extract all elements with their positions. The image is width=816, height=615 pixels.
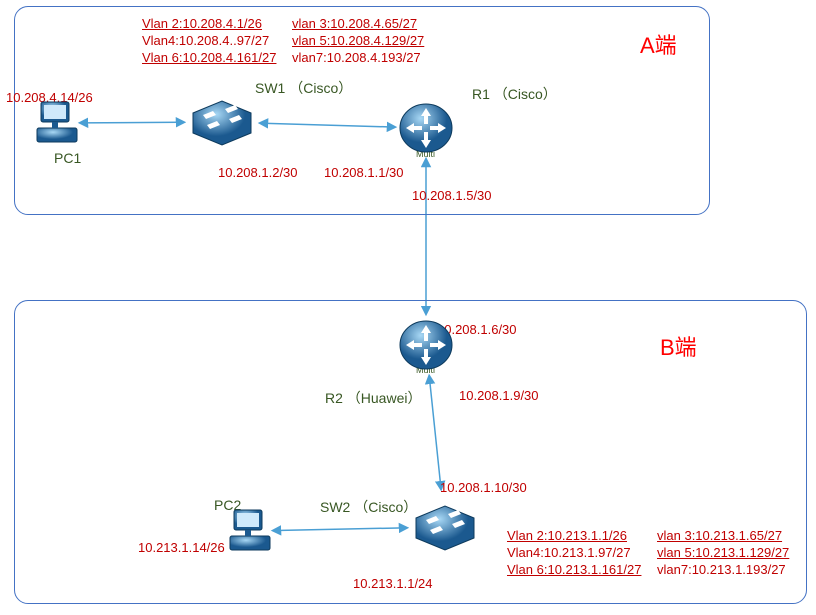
- vlan-a-2: Vlan4:10.208.4..97/27: [142, 33, 269, 48]
- vlan-a-3: vlan 5:10.208.4.129/27: [292, 33, 424, 48]
- label-5: 10.208.1.1/30: [324, 165, 404, 180]
- pc2-icon: [228, 508, 272, 559]
- label-1: PC1: [54, 150, 81, 166]
- vlan-a-1: vlan 3:10.208.4.65/27: [292, 16, 417, 31]
- vlan-a-0: Vlan 2:10.208.4.1/26: [142, 16, 262, 31]
- label-9: 10.208.1.9/30: [459, 388, 539, 403]
- vlan-a-4: Vlan 6:10.208.4.161/27: [142, 50, 276, 65]
- label-13: 10.213.1.14/26: [138, 540, 225, 555]
- vlan-b-3: vlan 5:10.213.1.129/27: [657, 545, 789, 560]
- sw2-icon: [408, 500, 482, 559]
- vlan-b-1: vlan 3:10.213.1.65/27: [657, 528, 782, 543]
- vlan-b-4: Vlan 6:10.213.1.161/27: [507, 562, 641, 577]
- label-2: SW1 （Cisco）: [255, 78, 352, 98]
- vlan-b-0: Vlan 2:10.213.1.1/26: [507, 528, 627, 543]
- label-3: R1 （Cisco）: [472, 84, 557, 104]
- label-10: 10.208.1.10/30: [440, 480, 527, 495]
- r2-icon: [396, 315, 456, 380]
- label-4: 10.208.1.2/30: [218, 165, 298, 180]
- r1-icon: [396, 98, 456, 163]
- label-8: R2 （Huawei）: [325, 388, 421, 408]
- site-b-box-title: B端: [660, 330, 697, 362]
- vlan-b-5: vlan7:10.213.1.193/27: [657, 562, 786, 577]
- vlan-a-5: vlan7:10.208.4.193/27: [292, 50, 421, 65]
- pc1-icon: [35, 100, 79, 151]
- label-11: SW2 （Cisco）: [320, 497, 417, 517]
- label-6: 10.208.1.5/30: [412, 188, 492, 203]
- site-a-box-title: A端: [640, 28, 677, 60]
- label-14: 10.213.1.1/24: [353, 576, 433, 591]
- sw1-icon: [185, 95, 259, 154]
- vlan-b-2: Vlan4:10.213.1.97/27: [507, 545, 631, 560]
